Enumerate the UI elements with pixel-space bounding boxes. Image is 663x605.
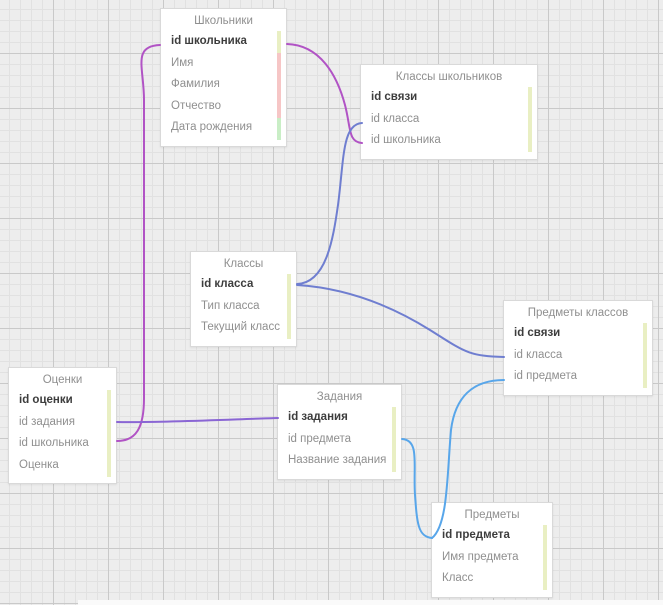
connection-klassy-to-klassy-shkolnikov[interactable]	[296, 122, 363, 285]
field-status-strip	[287, 274, 291, 340]
strip-segment	[543, 568, 547, 591]
field-row: Дата рождения	[171, 121, 253, 133]
strip-segment	[543, 525, 547, 547]
connection-klassy-to-predmety-klassov[interactable]	[296, 284, 505, 358]
strip-segment	[543, 546, 547, 569]
field-status-strip	[107, 390, 111, 477]
strip-segment	[107, 390, 111, 412]
field-row: Имя	[171, 56, 194, 69]
strip-segment	[287, 274, 291, 296]
strip-segment	[643, 344, 647, 367]
strip-segment	[107, 411, 111, 434]
strip-segment	[287, 295, 291, 318]
strip-segment	[277, 96, 281, 118]
field-row: Тип класса	[201, 299, 260, 312]
field-row: Имя предмета	[442, 550, 519, 563]
entity-title: Предметы классов	[527, 307, 629, 319]
field-row: id школьника	[19, 437, 89, 449]
field-status-strip	[277, 31, 281, 140]
entity-title: Классы школьников	[395, 71, 503, 83]
connection-shkolniki-to-ocenki[interactable]	[116, 44, 161, 442]
field-row-primary-key: id оценки	[19, 394, 73, 406]
strip-segment	[107, 455, 111, 477]
strip-segment	[287, 317, 291, 340]
entity-fields: id связи id класса id школьника	[361, 87, 537, 159]
field-row-primary-key: id связи	[514, 327, 561, 339]
strip-segment	[392, 407, 396, 429]
field-row: Класс	[442, 572, 474, 584]
entity-card[interactable]: Оценки id оценки id задания id школьника Оце…	[8, 367, 117, 484]
strip-segment	[277, 52, 281, 75]
field-status-strip	[392, 407, 396, 473]
connection-shkolniki-to-klassy-shkolnikov[interactable]	[286, 43, 363, 144]
entity-card[interactable]: Классы школьников id связи id класса id шко…	[360, 64, 538, 160]
horizontal-scrollbar[interactable]	[78, 600, 663, 605]
field-status-strip	[643, 323, 647, 389]
field-row: Текущий класс	[201, 321, 280, 333]
strip-segment	[392, 428, 396, 451]
field-row: id предмета	[288, 432, 352, 445]
entity-fields: id оценки id задания id школьника Оценка	[9, 390, 116, 483]
entity-fields: id класса Тип класса Текущий класс	[191, 274, 296, 346]
connection-predmety-klassov-to-predmety[interactable]	[431, 379, 505, 539]
field-row: Оценка	[19, 458, 59, 471]
field-row-primary-key: id задания	[288, 411, 348, 423]
field-row: Фамилия	[171, 78, 220, 90]
field-status-strip	[543, 525, 547, 591]
field-row: id задания	[19, 415, 75, 428]
strip-segment	[107, 433, 111, 456]
field-row: id класса	[514, 348, 563, 361]
entity-title: Оценки	[42, 374, 83, 386]
field-status-strip	[528, 87, 532, 153]
entity-card[interactable]: Задания id задания id предмета Название зад…	[277, 384, 402, 480]
entity-fields: id школьника Имя Фамилия Отчество Дата рожде…	[161, 31, 286, 146]
entity-title: Классы	[223, 258, 264, 270]
strip-segment	[277, 74, 281, 97]
connection-zadaniya-to-predmety[interactable]	[401, 438, 433, 539]
entity-fields: id связи id класса id предмета	[504, 323, 652, 395]
entity-fields: id предмета Имя предмета Класс	[432, 525, 552, 597]
strip-segment	[528, 108, 532, 131]
entity-title: Школьники	[194, 15, 253, 27]
strip-segment	[643, 366, 647, 389]
entity-fields: id задания id предмета Название задания	[278, 407, 401, 479]
strip-segment	[277, 117, 281, 140]
entity-title: Предметы	[464, 509, 520, 521]
field-row: Отчество	[171, 99, 221, 112]
entity-title: Задания	[316, 391, 363, 403]
field-row-primary-key: id предмета	[442, 529, 510, 541]
strip-segment	[528, 87, 532, 109]
entity-card[interactable]: Классы id класса Тип класса Текущий класс	[190, 251, 297, 347]
entity-card[interactable]: Предметы классов id связи id класса id пред…	[503, 300, 653, 396]
strip-segment	[277, 31, 281, 53]
entity-card[interactable]: Предметы id предмета Имя предмета Класс	[431, 502, 553, 598]
field-row: id школьника	[371, 134, 441, 146]
connection-ocenki-to-zadaniya[interactable]	[116, 417, 279, 424]
field-row-primary-key: id школьника	[171, 35, 247, 47]
entity-card[interactable]: Школьники id школьника Имя Фамилия Отчество Д…	[160, 8, 287, 147]
strip-segment	[643, 323, 647, 345]
field-row: Название задания	[288, 454, 387, 466]
field-row-primary-key: id связи	[371, 91, 418, 103]
strip-segment	[528, 130, 532, 153]
field-row: id класса	[371, 112, 420, 125]
field-row-primary-key: id класса	[201, 278, 254, 290]
strip-segment	[392, 450, 396, 473]
field-row: id предмета	[514, 370, 578, 382]
